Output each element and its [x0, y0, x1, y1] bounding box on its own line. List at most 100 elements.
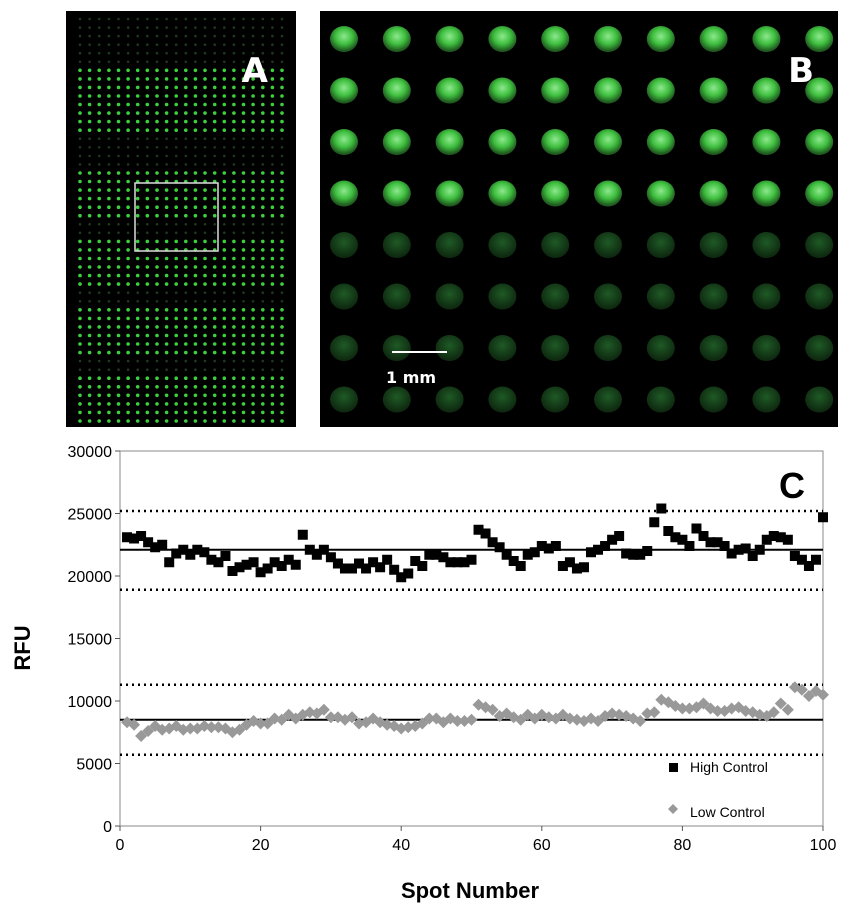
zoomed-spot [382, 283, 411, 310]
zoomed-spot [435, 386, 464, 413]
array-spot [174, 60, 178, 64]
array-spot [107, 17, 111, 21]
array-spot [97, 43, 101, 46]
array-spot [222, 111, 227, 115]
array-spot [87, 419, 92, 423]
array-spot [251, 111, 255, 115]
array-spot [270, 385, 275, 389]
array-spot [97, 265, 101, 269]
array-spot [193, 188, 198, 192]
array-spot [223, 291, 226, 295]
array-spot [280, 26, 284, 29]
array-spot [97, 154, 101, 158]
array-spot [261, 60, 265, 64]
array-spot [270, 342, 275, 346]
array-spot [232, 163, 236, 166]
array-spot [126, 359, 130, 363]
array-spot [232, 368, 236, 372]
array-spot [213, 26, 216, 29]
high-control-point [269, 557, 280, 568]
array-spot [251, 146, 255, 149]
array-spot [174, 163, 178, 166]
array-spot [232, 68, 236, 73]
array-spot [232, 128, 236, 132]
array-spot [164, 188, 169, 192]
array-spot [232, 51, 236, 55]
array-spot [107, 256, 111, 261]
array-spot [145, 119, 150, 124]
zoomed-spot [805, 386, 834, 413]
low-control-point [423, 712, 436, 725]
array-spot [97, 333, 101, 338]
array-spot [280, 350, 284, 355]
array-spot [107, 85, 111, 90]
array-spot [174, 17, 178, 21]
zoomed-spot [330, 180, 358, 207]
array-spot [280, 154, 284, 158]
array-spot [251, 188, 255, 192]
array-spot [174, 350, 178, 355]
array-spot [107, 359, 111, 363]
array-spot [213, 300, 216, 303]
array-spot [222, 213, 227, 218]
y-axis-label: RFU [10, 625, 35, 670]
array-spot [270, 102, 275, 107]
array-spot [136, 154, 139, 158]
array-spot [232, 282, 236, 286]
array-spot [212, 171, 217, 175]
array-spot [97, 77, 101, 81]
array-spot [212, 256, 217, 261]
low-control-point [345, 711, 358, 724]
array-spot [155, 128, 159, 132]
array-spot [184, 291, 188, 295]
high-control-point [536, 541, 547, 551]
array-spot [165, 291, 168, 295]
array-spot [146, 231, 149, 235]
array-spot [261, 350, 265, 355]
array-spot [193, 333, 198, 338]
array-spot [280, 146, 284, 149]
array-spot [136, 51, 139, 55]
array-spot [280, 196, 284, 201]
array-spot [261, 231, 265, 235]
array-spot [174, 239, 178, 244]
array-spot [174, 51, 178, 55]
array-spot [193, 256, 198, 261]
array-spot [212, 376, 217, 381]
array-spot [78, 359, 82, 363]
array-spot [194, 231, 197, 235]
array-spot [164, 393, 169, 398]
array-spot [78, 376, 82, 381]
array-spot [280, 273, 284, 278]
array-spot [232, 359, 236, 363]
array-spot [174, 94, 178, 98]
array-spot [135, 350, 140, 355]
array-spot [222, 188, 227, 192]
array-spot [174, 308, 178, 312]
array-spot [78, 196, 82, 201]
array-spot [222, 385, 227, 389]
array-spot [107, 316, 111, 321]
array-spot [280, 223, 284, 226]
array-spot [232, 17, 236, 21]
high-control-point [368, 557, 379, 568]
array-spot [223, 154, 226, 158]
array-spot [116, 119, 121, 124]
array-spot [97, 325, 101, 329]
array-spot [270, 188, 275, 192]
rfu-scatter-chart: 0 5000 10000 15000 20000 25000 30000 0 20 40 60 80 1… [10, 444, 836, 903]
array-spot [78, 393, 82, 398]
array-spot [213, 34, 216, 38]
array-spot [193, 385, 198, 389]
zoomed-spot [382, 77, 411, 104]
array-spot [194, 300, 197, 303]
array-spot [271, 137, 274, 140]
array-spot [280, 68, 284, 73]
array-spot [213, 51, 216, 55]
high-control-point [213, 557, 224, 568]
array-spot [213, 137, 216, 140]
array-spot [155, 94, 159, 98]
array-spot [222, 402, 227, 406]
array-spot [146, 17, 149, 21]
high-control-point [522, 549, 533, 560]
